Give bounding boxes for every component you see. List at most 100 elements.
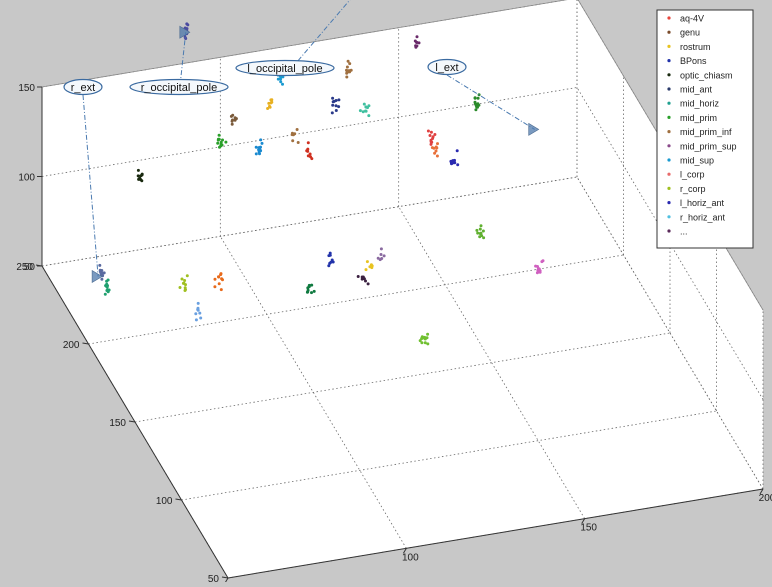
data-point [435, 154, 439, 158]
data-point [281, 75, 285, 79]
data-point [217, 275, 221, 279]
data-point [479, 231, 483, 235]
data-point [217, 282, 221, 286]
data-point [482, 236, 486, 240]
data-point [473, 96, 477, 100]
data-point [258, 152, 261, 156]
data-point [279, 77, 283, 81]
legend-box [656, 9, 754, 249]
data-point [259, 138, 263, 142]
data-point [362, 102, 366, 106]
data-point [231, 118, 234, 122]
legend-label: genu [680, 28, 700, 38]
data-point [330, 258, 334, 262]
data-point [260, 141, 264, 145]
data-point [219, 288, 223, 292]
data-point [358, 109, 362, 113]
data-point [306, 141, 310, 145]
z-tick-label: 150 [18, 83, 35, 94]
data-point [99, 272, 103, 276]
data-point [423, 341, 427, 345]
legend-label: aq-4V [680, 14, 704, 24]
data-point [476, 102, 480, 106]
data-point [219, 273, 223, 277]
data-point [295, 128, 299, 131]
data-point [196, 301, 200, 305]
data-point [364, 105, 368, 109]
legend-label: r_corp [680, 184, 706, 194]
data-point [331, 96, 335, 100]
data-point [474, 108, 478, 112]
data-point [420, 337, 424, 340]
data-point [230, 122, 234, 126]
data-point [310, 157, 314, 161]
data-point [310, 283, 314, 287]
data-point [269, 101, 273, 105]
gridline-z-side [576, 176, 764, 490]
legend-label: optic_chiasm [680, 70, 733, 80]
landmark-callout [129, 78, 229, 96]
data-point [220, 277, 224, 281]
data-point [334, 109, 338, 112]
landmark-marker [179, 25, 191, 39]
legend-label: mid_ant [680, 85, 713, 95]
data-point [473, 102, 477, 106]
data-point [365, 260, 369, 264]
z-tick-label: 50 [24, 262, 36, 273]
y-tick-mark [82, 342, 89, 345]
data-point [100, 277, 104, 281]
legend-label: l_horiz_ant [680, 198, 725, 208]
data-point [279, 80, 283, 84]
legend-label: BPons [680, 56, 707, 66]
data-point [356, 275, 360, 278]
legend-marker [667, 87, 671, 91]
legend-label: mid_prim_inf [680, 127, 732, 137]
data-point [345, 71, 349, 74]
data-point [453, 158, 456, 162]
data-point [213, 277, 217, 281]
legend-marker [667, 16, 671, 20]
landmark-label: l_occipital_pole [247, 63, 322, 75]
data-point [364, 279, 367, 283]
data-point [185, 22, 189, 26]
data-point [331, 100, 335, 104]
data-point [291, 133, 295, 137]
legend-label: ... [680, 227, 688, 237]
data-point [327, 264, 331, 268]
gridline-z-side [576, 87, 764, 400]
data-point [366, 282, 370, 286]
data-point [534, 264, 538, 268]
gridline-x-floor [398, 206, 586, 519]
data-point [435, 146, 439, 150]
legend-marker [667, 201, 671, 205]
landmark-leader-line [446, 74, 535, 130]
data-point [220, 143, 224, 147]
data-point [455, 149, 459, 153]
data-point [306, 286, 310, 290]
data-point [415, 41, 419, 44]
data-point [296, 141, 300, 144]
y-tick-label: 100 [156, 496, 173, 507]
data-point [185, 27, 189, 31]
legend-label: l_corp [680, 170, 705, 180]
legend-marker [667, 172, 671, 176]
data-point [478, 227, 482, 231]
data-point [476, 105, 479, 109]
data-point [233, 118, 237, 122]
x-tick-label: 150 [580, 523, 597, 534]
data-point [291, 139, 295, 143]
legend-label: mid_prim [680, 113, 717, 123]
data-point [269, 98, 273, 102]
landmark-leader-line [82, 94, 99, 277]
data-point [425, 336, 429, 340]
data-point [420, 341, 424, 345]
data-point [345, 65, 349, 69]
y-tick-label: 250 [16, 262, 33, 273]
data-point [348, 70, 352, 74]
legend-marker [667, 215, 671, 219]
data-point [194, 318, 198, 322]
data-point [98, 263, 102, 267]
landmark-callout [427, 58, 467, 76]
data-point [476, 96, 480, 100]
